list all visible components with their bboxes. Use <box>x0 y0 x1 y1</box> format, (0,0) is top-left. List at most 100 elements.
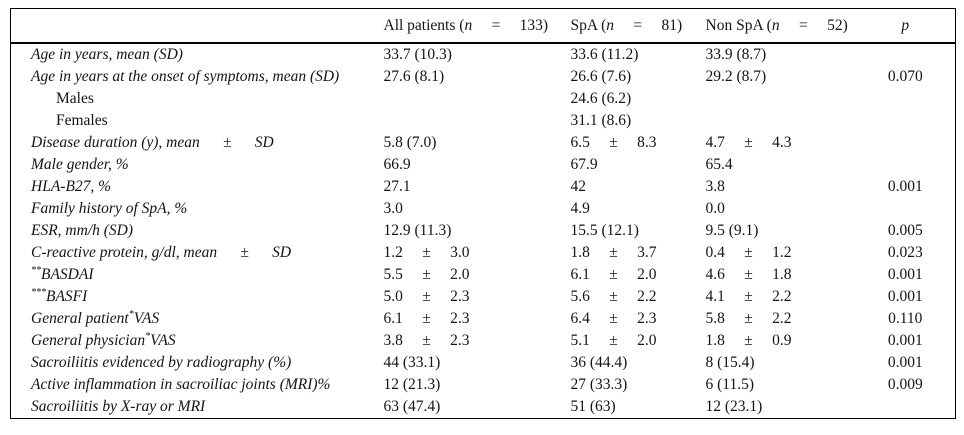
header-spa: SpA (n = 81) <box>570 8 706 44</box>
cell-all-patients: 12.9 (11.3) <box>383 222 452 239</box>
cell-spa: 6.1 ± 2.0 <box>570 266 657 283</box>
cell-all-patients: 3.8 ± 2.3 <box>383 332 470 349</box>
cell-non-spa: 65.4 <box>705 156 733 173</box>
cell-non-spa: 4.1 ± 2.2 <box>705 288 792 305</box>
header-spa-label: SpA ( <box>570 16 607 34</box>
table-row: ESR, mm/h (SD) 12.9 (11.3) 15.5 (12.1) 9… <box>11 220 956 242</box>
cell-non-spa: 0.0 <box>705 200 725 217</box>
header-all-patients-label: All patients ( <box>383 16 465 34</box>
row-label: Sacroiliitis evidenced by radiography (%… <box>11 352 384 374</box>
cell-spa: 5.6 ± 2.2 <box>570 288 657 305</box>
cell-p-value: 0.001 <box>887 354 923 371</box>
row-label-text: General patient <box>31 310 129 327</box>
table-row: Family history of SpA, % 3.0 4.9 0.0 <box>11 198 956 220</box>
table-row: General patient*VAS 6.1 ± 2.3 6.4 ± 2.3 … <box>11 308 956 330</box>
row-label-superscript: * <box>128 308 134 320</box>
table-row: Sacroiliitis by X-ray or MRI 63 (47.4) 5… <box>11 396 956 419</box>
table-body: Age in years, mean (SD) 33.7 (10.3) 33.6… <box>11 43 956 419</box>
row-label: General physician*VAS <box>11 330 384 352</box>
row-label: Males <box>11 88 384 110</box>
cell-p-value: 0.001 <box>887 266 923 283</box>
header-p-value: p <box>855 8 956 44</box>
cell-spa: 42 <box>570 178 587 195</box>
cell-spa: 6.4 ± 2.3 <box>570 310 657 327</box>
row-label: **BASDAI <box>11 264 384 286</box>
row-label-text: Sacroiliitis evidenced by radiography (%… <box>31 354 292 371</box>
cell-spa: 15.5 (12.1) <box>570 222 639 239</box>
row-label-text: Age in years, mean (SD) <box>31 46 183 63</box>
cell-p-value <box>856 396 956 419</box>
cell-all-patients: 5.5 ± 2.0 <box>383 266 470 283</box>
cell-p-value <box>856 110 956 132</box>
header-spa-count: = 81) <box>614 16 683 34</box>
cell-spa: 36 (44.4) <box>570 354 628 371</box>
row-label: Age in years at the onset of symptoms, m… <box>11 66 384 88</box>
row-label-superscript: * <box>145 330 151 342</box>
cell-p-value: 0.005 <box>887 222 923 239</box>
table-row: HLA-B27, % 27.1 42 3.8 0.001 <box>11 176 956 198</box>
cell-all-patients: 5.8 (7.0) <box>383 134 437 151</box>
header-spa-n: n <box>606 16 614 34</box>
row-label: ESR, mm/h (SD) <box>11 220 384 242</box>
row-label: HLA-B27, % <box>11 176 384 198</box>
header-all-patients: All patients (n = 133) <box>383 8 571 44</box>
table-row: **BASDAI 5.5 ± 2.0 6.1 ± 2.0 4.6 ± 1.8 0… <box>11 264 956 286</box>
row-label: C-reactive protein, g/dl, mean ± SD <box>11 242 384 264</box>
cell-p-value: 0.001 <box>887 178 923 195</box>
cell-all-patients: 1.2 ± 3.0 <box>383 244 470 261</box>
cell-all-patients: 66.9 <box>383 156 411 173</box>
row-label: Male gender, % <box>11 154 384 176</box>
row-label: General patient*VAS <box>11 308 384 330</box>
table-row: Sacroiliitis evidenced by radiography (%… <box>11 352 956 374</box>
cell-spa: 27 (33.3) <box>570 376 628 393</box>
cell-spa: 4.9 <box>570 200 590 217</box>
cell-all-patients: 6.1 ± 2.3 <box>383 310 470 327</box>
table-row: Male gender, % 66.9 67.9 65.4 <box>11 154 956 176</box>
cell-spa: 67.9 <box>570 156 598 173</box>
cell-p-value: 0.001 <box>887 332 923 349</box>
row-label: Sacroiliitis by X-ray or MRI <box>11 396 384 419</box>
cell-spa: 51 (63) <box>570 398 616 415</box>
header-all-patients-count: = 133) <box>472 16 549 34</box>
patient-characteristics-table: All patients (n = 133) SpA (n = 81) Non … <box>10 8 956 419</box>
row-label-text: C-reactive protein, g/dl, mean ± SD <box>31 244 292 261</box>
row-label: Active inflammation in sacroiliac joints… <box>11 374 384 396</box>
header-non-spa: Non SpA (n = 52) <box>705 8 856 44</box>
cell-all-patients: 12 (21.3) <box>383 376 441 393</box>
table-row: Disease duration (y), mean ± SD 5.8 (7.0… <box>11 132 956 154</box>
cell-non-spa: 5.8 ± 2.2 <box>705 310 792 327</box>
cell-all-patients <box>384 110 571 132</box>
cell-non-spa: 33.9 (8.7) <box>705 46 767 63</box>
row-label-text-after-sup: BASFI <box>46 288 88 305</box>
cell-non-spa: 3.8 <box>705 178 725 195</box>
row-label-text: Females <box>56 112 108 129</box>
cell-p-value: 0.001 <box>887 288 923 305</box>
table-row: C-reactive protein, g/dl, mean ± SD 1.2 … <box>11 242 956 264</box>
cell-non-spa: 4.7 ± 4.3 <box>705 134 792 151</box>
cell-spa: 31.1 (8.6) <box>570 112 632 129</box>
cell-p-value <box>856 154 956 176</box>
header-p-label: p <box>901 16 910 34</box>
cell-non-spa: 0.4 ± 1.2 <box>705 244 792 261</box>
cell-all-patients: 5.0 ± 2.3 <box>383 288 470 305</box>
cell-all-patients: 27.1 <box>383 178 411 195</box>
table-row: Females 31.1 (8.6) <box>11 110 956 132</box>
cell-p-value: 0.070 <box>887 68 923 85</box>
cell-non-spa: 29.2 (8.7) <box>705 68 767 85</box>
row-label-text: Age in years at the onset of symptoms, m… <box>31 68 340 85</box>
header-non-spa-label: Non SpA ( <box>705 16 772 34</box>
cell-all-patients: 27.6 (8.1) <box>383 68 445 85</box>
cell-p-value: 0.023 <box>887 244 923 261</box>
row-label-text: Males <box>56 90 94 107</box>
cell-non-spa: 9.5 (9.1) <box>705 222 759 239</box>
paper-table-region: All patients (n = 133) SpA (n = 81) Non … <box>10 8 956 419</box>
row-label-text: Sacroiliitis by X-ray or MRI <box>31 398 206 415</box>
cell-non-spa: 4.6 ± 1.8 <box>705 266 792 283</box>
cell-spa: 26.6 (7.6) <box>570 68 632 85</box>
cell-p-value <box>856 198 956 220</box>
row-label: Age in years, mean (SD) <box>11 43 384 66</box>
cell-p-value: 0.110 <box>888 310 923 327</box>
row-label-superscript: ** <box>31 264 41 276</box>
cell-spa: 33.6 (11.2) <box>570 46 639 63</box>
row-label-superscript: *** <box>31 286 46 298</box>
